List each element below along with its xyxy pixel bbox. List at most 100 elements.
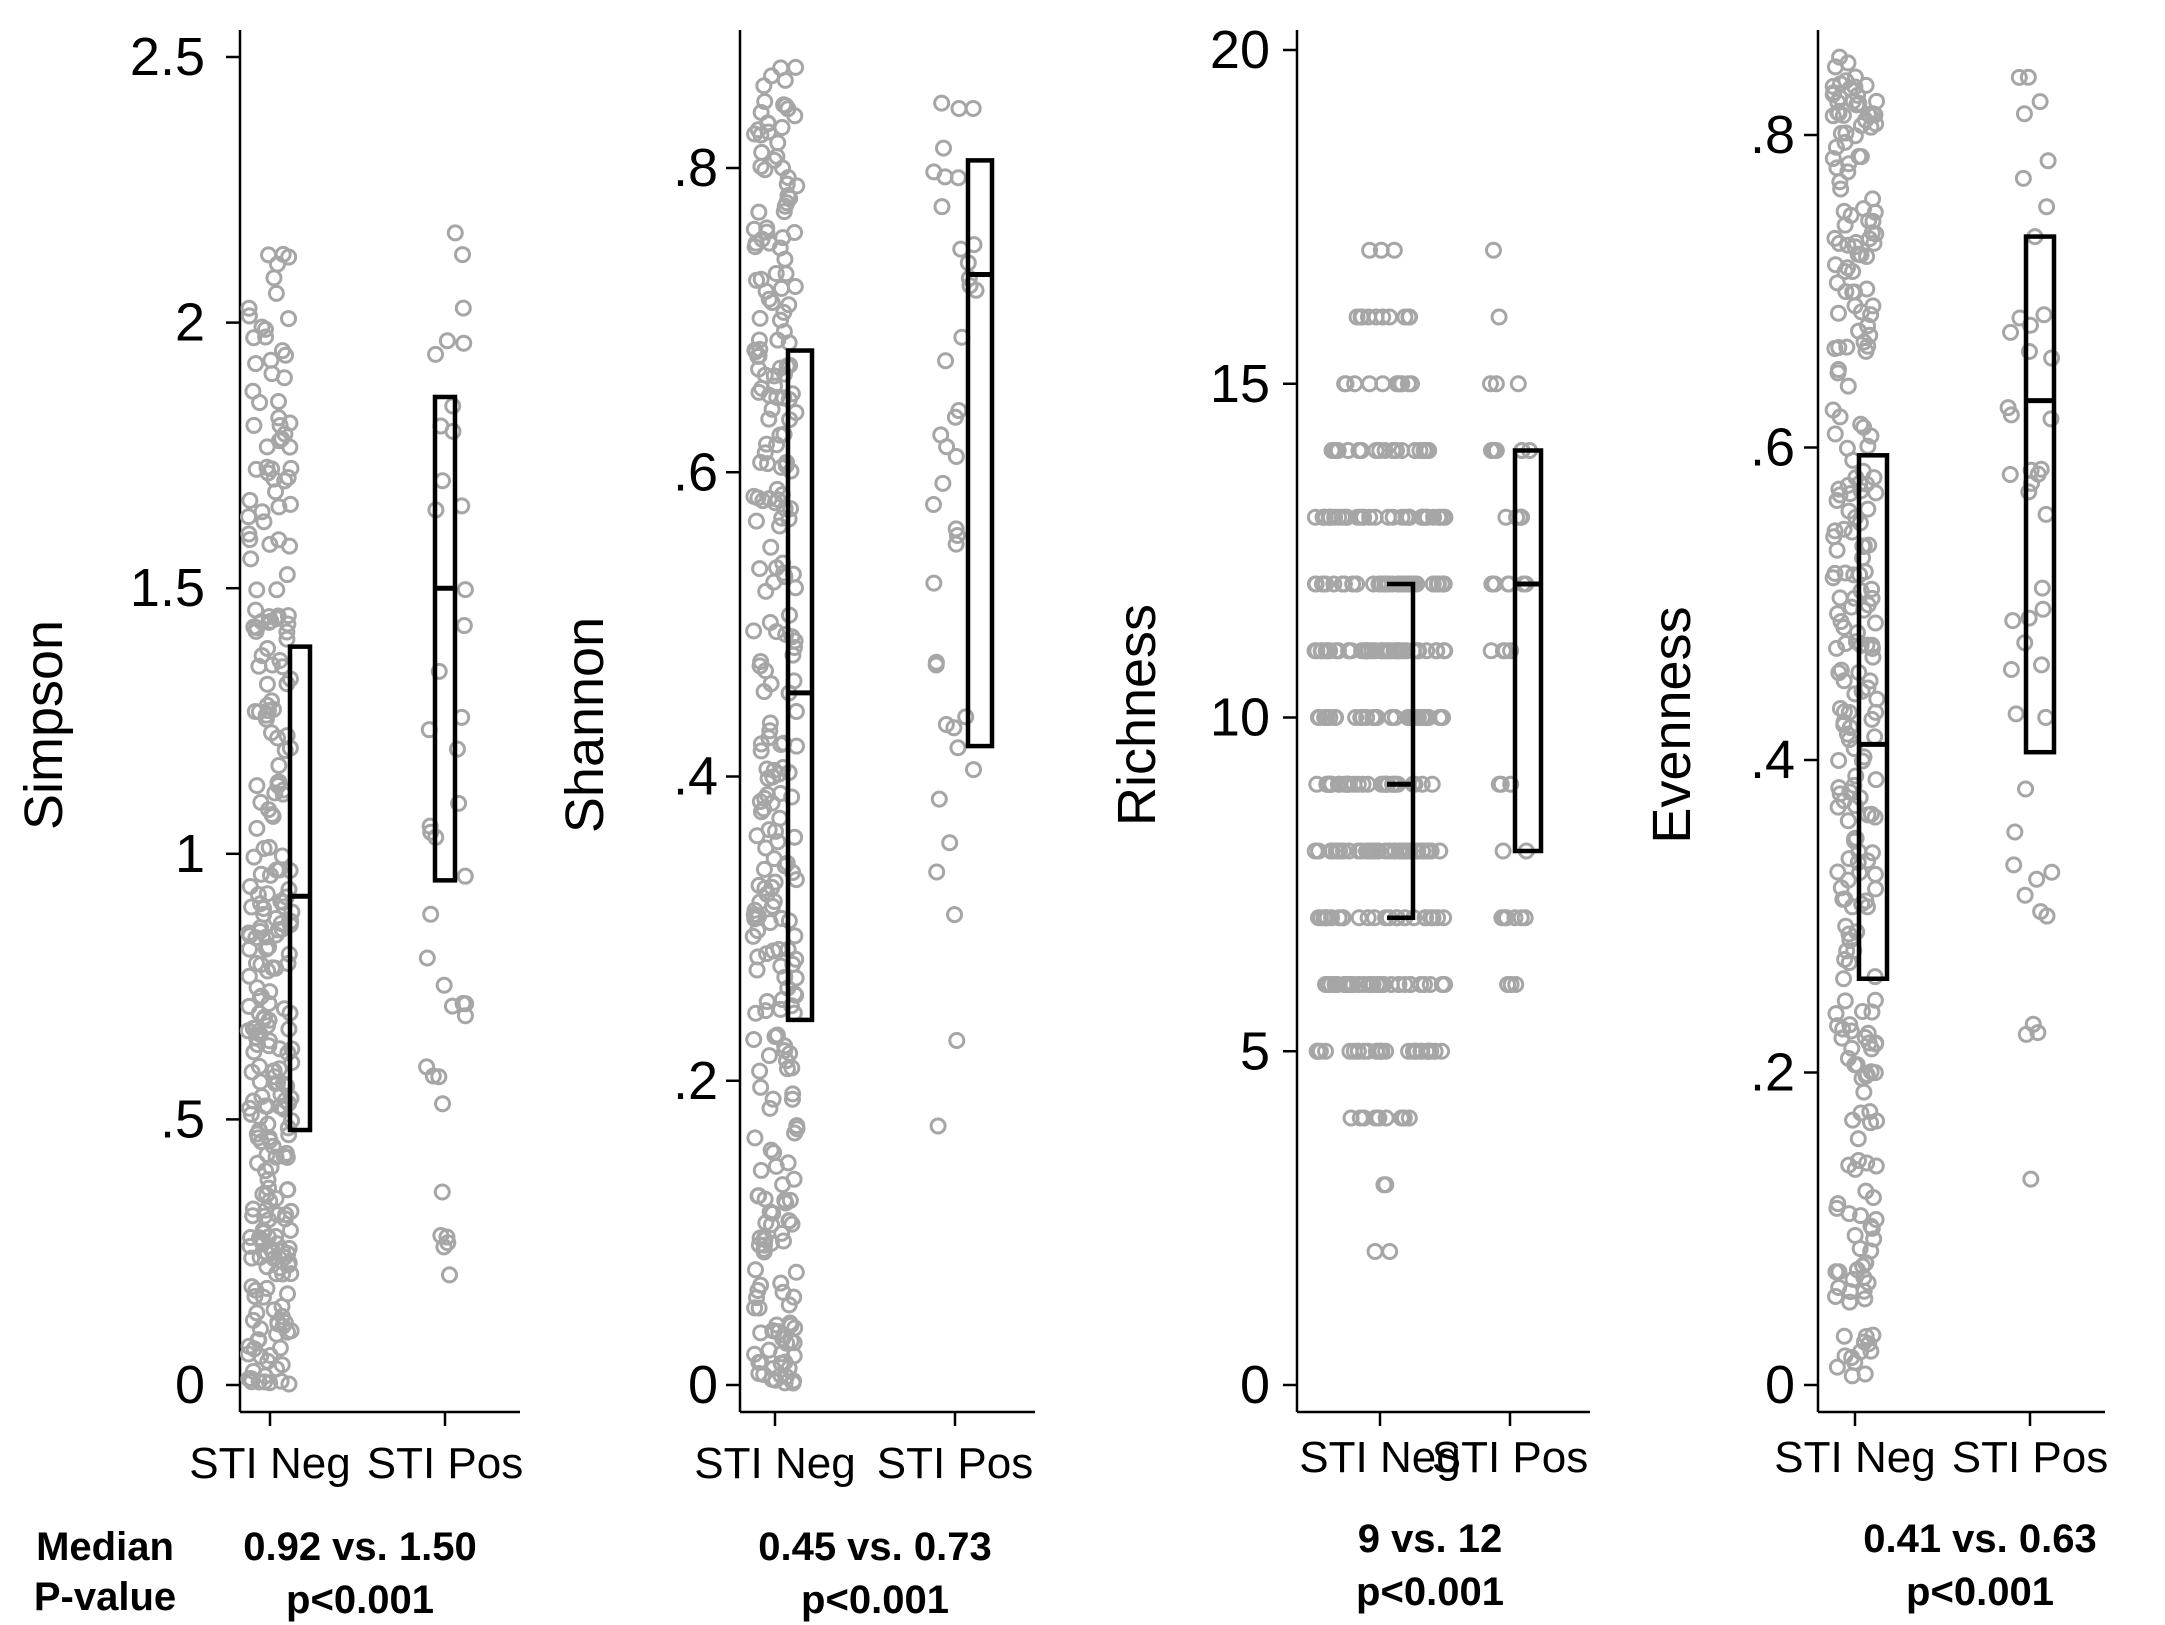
panel4-neg-point-269 (1835, 618, 1853, 636)
panel4-pos-point-21 (2043, 863, 2061, 881)
panel3-neg-point-262 (1389, 642, 1407, 660)
panel2-neg-point-48 (746, 1129, 764, 1147)
panel4-neg-point-250 (1847, 469, 1865, 487)
panel4-neg-point-230 (1840, 502, 1858, 520)
panel4-neg-point-140 (1829, 863, 1847, 881)
panel1-ytick-label-0: 0 (175, 1355, 205, 1415)
panel3-neg-point-371 (1389, 375, 1407, 393)
panel2-neg-point-307 (765, 1322, 783, 1340)
panel4-neg-point-170 (1836, 992, 1854, 1010)
panel4-neg-point-206 (1849, 1130, 1867, 1148)
panel4-pos-point-19 (2037, 708, 2055, 726)
panel3-xtick-label-1: STI Pos (1432, 1433, 1589, 1482)
panel1-neg-point-285 (239, 1345, 257, 1363)
panel3-neg-point-369 (1336, 375, 1354, 393)
panel3-neg-point-304 (1348, 575, 1366, 593)
panel2-neg-point-256 (765, 761, 783, 779)
panel1-pos-point-29 (422, 823, 440, 841)
panel4-neg-point-148 (1857, 76, 1875, 94)
panel1-neg-point-241 (248, 979, 266, 997)
panel2-neg-point-216 (786, 223, 804, 241)
panel2-neg-point-245 (765, 151, 783, 169)
panel1-neg-point-162 (246, 1288, 264, 1306)
panel4-neg-point-153 (1865, 234, 1883, 252)
panel3-neg-point-213 (1433, 709, 1451, 726)
panel3-pos-point-23 (1484, 575, 1502, 593)
panel1-pos-point-36 (418, 949, 436, 967)
panel3-pos-point-5 (1506, 909, 1524, 927)
panel1-neg-point-189 (253, 503, 271, 521)
panel3-neg-point-44 (1355, 1042, 1373, 1060)
panel4-pos-point-7 (2016, 886, 2034, 904)
panel3-pos-point-12 (1502, 775, 1520, 793)
panel1-pos-point-25 (430, 662, 448, 680)
panel3-neg-point-140 (1381, 842, 1399, 860)
panel1-pos-point-10 (454, 246, 472, 264)
panel4-neg-point-165 (1830, 1278, 1848, 1296)
panel4-neg-point-196 (1826, 425, 1844, 443)
panel2-neg-point-173 (756, 161, 774, 179)
panel1-pos-point-31 (455, 334, 473, 352)
panel3-neg-point-144 (1419, 842, 1437, 860)
panel3-ytick-label-3: 15 (1210, 354, 1270, 414)
panel4-neg-point-232 (1835, 672, 1853, 690)
panel4-pos-point-38 (2015, 105, 2033, 123)
panel2-pos-point-31 (936, 168, 954, 186)
panel4-neg-point-163 (1852, 1207, 1870, 1225)
panel1-neg-point-284 (260, 938, 278, 956)
panel4-neg-point-215 (1836, 262, 1854, 280)
panel2-neg-point-155 (788, 177, 806, 195)
panel1-neg-point-237 (251, 922, 269, 940)
panel1-neg-point-178 (278, 1148, 296, 1166)
panel2-neg-point-205 (750, 876, 768, 894)
panel3-neg-point-15 (1355, 1109, 1373, 1127)
panel2-xtick-label-0: STI Neg (694, 1439, 855, 1488)
panel1-neg-point-293 (263, 959, 281, 977)
panel1-neg-point-204 (261, 1374, 279, 1392)
panel2-neg-point-210 (783, 385, 801, 403)
panel1-neg-point-111 (248, 1304, 266, 1322)
panel2-neg-point-44 (752, 1161, 770, 1179)
panel4-neg-point-157 (1830, 234, 1848, 252)
panel1-neg-point-287 (277, 1206, 295, 1224)
panel2-neg-point-144 (745, 1030, 763, 1048)
panel4-neg-point-142 (1867, 771, 1885, 789)
panel2-neg-point-282 (780, 1212, 798, 1230)
panel4-neg-point-242 (1868, 1112, 1886, 1130)
panel3-neg-point-103 (1435, 909, 1453, 927)
panel2-neg-point-279 (761, 722, 779, 740)
panel1-neg-point-202 (269, 774, 287, 792)
panel4-neg-point-108 (1849, 86, 1867, 104)
panel2-pos-point-2 (934, 139, 952, 157)
panel2-neg-point-180 (755, 860, 773, 878)
panel4-neg-point-287 (1837, 124, 1855, 142)
panel1-neg-point-305 (276, 1248, 294, 1266)
panel3-neg-point-242 (1436, 642, 1454, 660)
panel2-neg-point-284 (751, 560, 769, 578)
panel1-neg-point-133 (248, 1036, 266, 1054)
panel2-pos-point-29 (933, 198, 951, 216)
panel2-neg-point-122 (775, 203, 793, 221)
panel1-neg-point-265 (251, 1108, 269, 1126)
panel4-pos-point-30 (2002, 406, 2020, 424)
panel4-neg-point-70 (1830, 752, 1848, 770)
panel1-neg-point-72 (248, 777, 266, 795)
panel3-neg-point-78 (1390, 976, 1408, 993)
panel3-neg-point-340 (1436, 508, 1454, 526)
panel1-neg-point-208 (240, 997, 258, 1015)
panel1-neg-point-108 (251, 1320, 269, 1338)
panel1-xtick-label-0: STI Neg (189, 1439, 350, 1488)
panel4-neg-point-291 (1827, 1287, 1845, 1305)
panel4-neg-point-209 (1832, 661, 1850, 679)
panel4-neg-point-117 (1854, 1257, 1872, 1275)
panel2-neg-point-243 (752, 453, 770, 471)
panel2-neg-point-192 (749, 948, 767, 966)
panel3-ytick-label-2: 10 (1210, 688, 1270, 748)
panel3-box-0 (1387, 581, 1416, 920)
panel2-ytick-label-1: .2 (673, 1051, 718, 1111)
panel2-neg-point-292 (776, 968, 794, 986)
panel2-neg-point-150 (787, 702, 805, 720)
panel3-neg-point-355 (1376, 442, 1394, 459)
panel1-neg-point-249 (240, 525, 258, 543)
panel4-neg-point-48 (1828, 639, 1846, 657)
